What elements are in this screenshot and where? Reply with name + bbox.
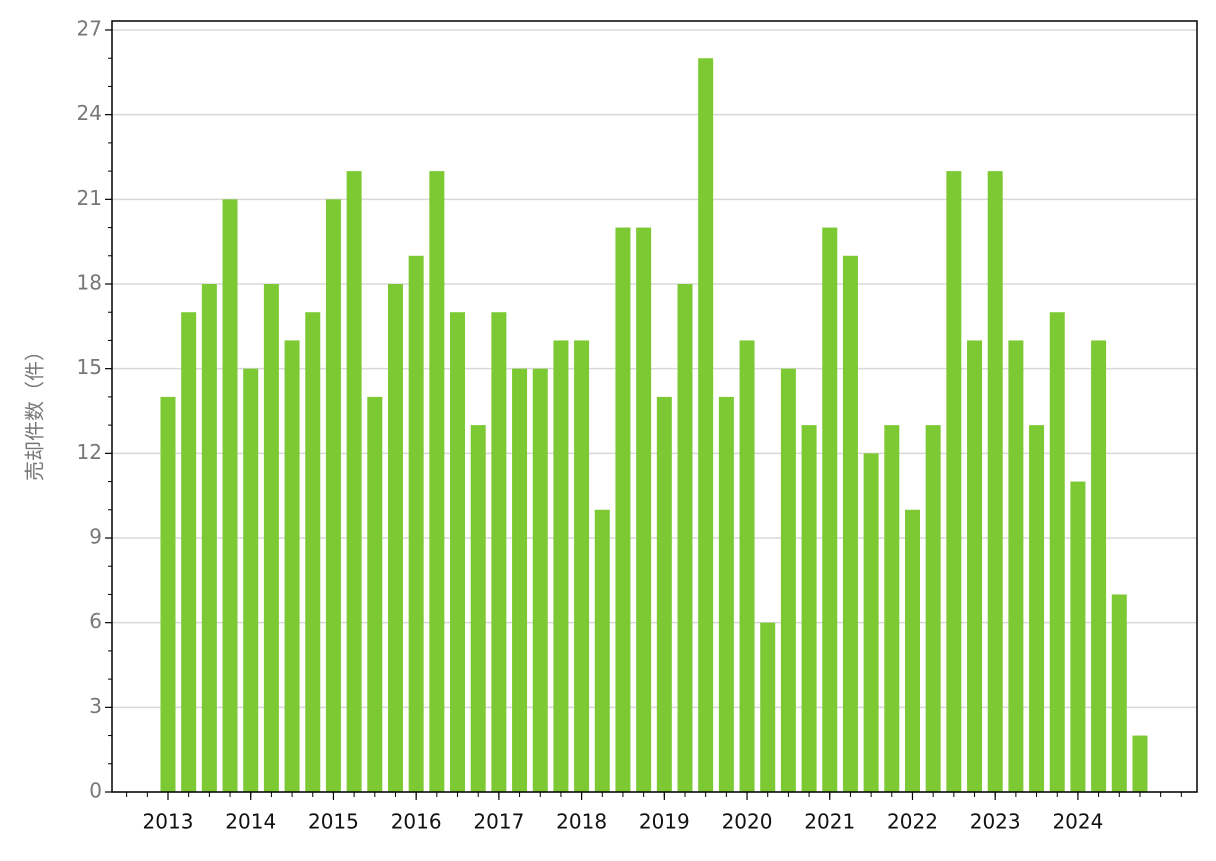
x-tick-label: 2013 <box>143 810 194 834</box>
x-tick-label: 2019 <box>639 810 690 834</box>
x-tick-label: 2022 <box>887 810 938 834</box>
bar <box>367 396 383 792</box>
bar <box>739 340 755 792</box>
plot-frame <box>111 20 1198 793</box>
bar <box>408 255 424 792</box>
bar <box>863 453 879 792</box>
y-tick-label: 21 <box>77 186 102 210</box>
bar <box>925 425 941 792</box>
x-tick-label: 2020 <box>722 810 773 834</box>
bar <box>677 284 693 792</box>
bar <box>201 284 217 792</box>
bar <box>429 171 445 793</box>
y-tick-label: 27 <box>77 17 102 41</box>
bar <box>615 227 631 793</box>
bar <box>553 340 569 792</box>
bar <box>512 368 528 792</box>
bar <box>801 425 817 792</box>
bar <box>698 58 714 792</box>
bar <box>263 284 279 792</box>
bar <box>1029 425 1045 792</box>
y-tick-label: 0 <box>89 779 102 803</box>
y-tick-label: 9 <box>89 525 102 549</box>
bar <box>491 312 507 792</box>
x-tick-label: 2016 <box>391 810 442 834</box>
bar <box>532 368 548 792</box>
x-tick-label: 2024 <box>1052 810 1103 834</box>
bar <box>1049 312 1065 792</box>
bar <box>760 622 776 792</box>
y-tick-label: 24 <box>77 101 102 125</box>
y-tick-label: 3 <box>89 694 102 718</box>
x-tick-label: 2014 <box>225 810 276 834</box>
bar <box>842 255 858 792</box>
bar <box>904 509 920 792</box>
bar <box>1070 481 1086 792</box>
y-tick-label: 6 <box>89 609 102 633</box>
x-tick-label: 2018 <box>556 810 607 834</box>
bar <box>987 171 1003 793</box>
bar <box>222 199 238 793</box>
bar <box>636 227 652 793</box>
bar <box>284 340 300 792</box>
x-tick-label: 2017 <box>473 810 524 834</box>
bar <box>656 396 672 792</box>
y-axis-label: 売却件数（件） <box>23 341 47 481</box>
bar <box>160 396 176 792</box>
bar <box>1132 735 1148 792</box>
bar <box>346 171 362 793</box>
bar <box>387 284 403 792</box>
bar <box>967 340 983 792</box>
bar <box>1111 594 1127 792</box>
bar <box>946 171 962 793</box>
x-tick-label: 2023 <box>970 810 1021 834</box>
bar <box>325 199 341 793</box>
bar <box>884 425 900 792</box>
bar <box>1091 340 1107 792</box>
bar <box>1008 340 1024 792</box>
bar <box>305 312 321 792</box>
x-tick-label: 2021 <box>804 810 855 834</box>
bar <box>450 312 466 792</box>
bar <box>470 425 486 792</box>
bar <box>718 396 734 792</box>
bar <box>780 368 796 792</box>
bar <box>822 227 838 793</box>
x-tick-label: 2015 <box>308 810 359 834</box>
y-tick-label: 15 <box>77 355 102 379</box>
bar <box>574 340 590 792</box>
y-tick-label: 18 <box>77 271 102 295</box>
bar <box>243 368 259 792</box>
bar <box>181 312 197 792</box>
bar <box>594 509 610 792</box>
y-tick-label: 12 <box>77 440 102 464</box>
